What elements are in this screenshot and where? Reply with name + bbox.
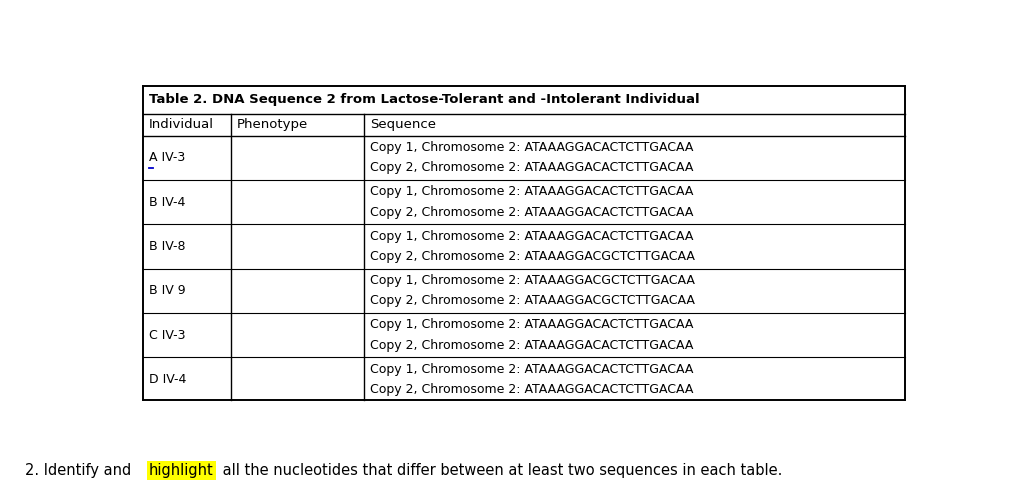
Text: Copy 1, Chromosome 2: ATAAAGGACACTCTTGACAA: Copy 1, Chromosome 2: ATAAAGGACACTCTTGAC…	[370, 318, 693, 331]
Text: Copy 2, Chromosome 2: ATAAAGGACACTCTTGACAA: Copy 2, Chromosome 2: ATAAAGGACACTCTTGAC…	[370, 383, 693, 396]
Text: B IV 9: B IV 9	[149, 284, 185, 297]
Text: A IV-3: A IV-3	[149, 151, 184, 164]
Text: Copy 1, Chromosome 2: ATAAAGGACACTCTTGACAA: Copy 1, Chromosome 2: ATAAAGGACACTCTTGAC…	[370, 230, 693, 243]
Text: Table 2. DNA Sequence 2 from Lactose-Tolerant and -Intolerant Individual: Table 2. DNA Sequence 2 from Lactose-Tol…	[150, 93, 700, 106]
Text: B IV-4: B IV-4	[149, 195, 185, 209]
Text: Copy 2, Chromosome 2: ATAAAGGACGCTCTTGACAA: Copy 2, Chromosome 2: ATAAAGGACGCTCTTGAC…	[370, 250, 695, 263]
Text: Copy 2, Chromosome 2: ATAAAGGACACTCTTGACAA: Copy 2, Chromosome 2: ATAAAGGACACTCTTGAC…	[370, 161, 693, 175]
Text: Phenotype: Phenotype	[236, 118, 308, 131]
Text: Copy 1, Chromosome 2: ATAAAGGACACTCTTGACAA: Copy 1, Chromosome 2: ATAAAGGACACTCTTGAC…	[370, 363, 693, 376]
Text: all the nucleotides that differ between at least two sequences in each table.: all the nucleotides that differ between …	[218, 463, 783, 478]
Text: D IV-4: D IV-4	[149, 373, 186, 386]
Text: Copy 1, Chromosome 2: ATAAAGGACACTCTTGACAA: Copy 1, Chromosome 2: ATAAAGGACACTCTTGAC…	[370, 185, 693, 198]
Text: C IV-3: C IV-3	[149, 329, 185, 341]
Text: Sequence: Sequence	[370, 118, 436, 131]
Text: Copy 2, Chromosome 2: ATAAAGGACACTCTTGACAA: Copy 2, Chromosome 2: ATAAAGGACACTCTTGAC…	[370, 338, 693, 352]
Text: Copy 2, Chromosome 2: ATAAAGGACACTCTTGACAA: Copy 2, Chromosome 2: ATAAAGGACACTCTTGAC…	[370, 206, 693, 219]
Text: 2. Identify and: 2. Identify and	[25, 463, 137, 478]
Bar	[143, 86, 905, 400]
Text: Copy 1, Chromosome 2: ATAAAGGACGCTCTTGACAA: Copy 1, Chromosome 2: ATAAAGGACGCTCTTGAC…	[370, 274, 695, 287]
Text: highlight: highlight	[149, 463, 214, 478]
Text: Copy 1, Chromosome 2: ATAAAGGACACTCTTGACAA: Copy 1, Chromosome 2: ATAAAGGACACTCTTGAC…	[370, 141, 693, 154]
Text: Individual: Individual	[149, 118, 214, 131]
Text: Copy 2, Chromosome 2: ATAAAGGACGCTCTTGACAA: Copy 2, Chromosome 2: ATAAAGGACGCTCTTGAC…	[370, 294, 695, 308]
Text: B IV-8: B IV-8	[149, 240, 185, 253]
